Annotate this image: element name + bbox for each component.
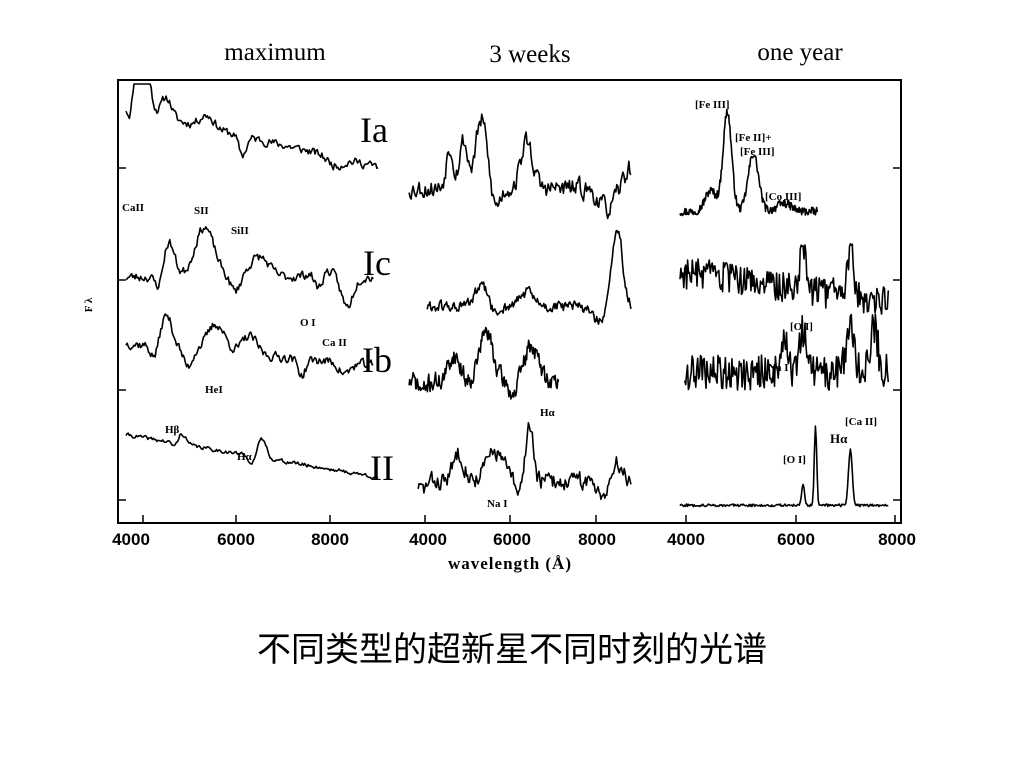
spectrum-ib-3-weeks <box>408 326 560 400</box>
xtick-label-6: 4000 <box>667 530 705 549</box>
xtick-label-0: 4000 <box>112 530 150 549</box>
label-co-iii-1y: [Co III] <box>765 191 801 203</box>
label-na-i-3w: Na I <box>487 498 507 510</box>
xtick-label-2: 8000 <box>311 530 349 549</box>
x-ticks: 4000 6000 8000 4000 6000 8000 4000 6000 … <box>112 515 916 549</box>
line-labels: CaII SII SiII O I Ca II HeI Hβ Hα Hα Na … <box>122 99 877 510</box>
label-fe-ii-1y: [Fe II]+ <box>735 132 772 144</box>
label-s-ii-max: SII <box>194 205 209 217</box>
label-h-alpha-max: Hα <box>237 451 253 463</box>
label-h-alpha-1y: Hα <box>830 431 848 446</box>
spectrum-ic-one-year <box>679 243 890 315</box>
spectrum-ic-3-weeks <box>426 229 632 325</box>
xtick-label-4: 6000 <box>493 530 531 549</box>
label-fe-iii-1y: [Fe III] <box>695 99 730 111</box>
xtick-label-5: 8000 <box>578 530 616 549</box>
label-ca-ii-ic-max: Ca II <box>322 337 347 349</box>
label-o-i-max: O I <box>300 317 316 329</box>
x-axis-title: wavelength (Å) <box>448 554 572 573</box>
y-axis-label: F λ <box>83 297 95 312</box>
label-si-ii-max: SiII <box>231 225 249 237</box>
spectra-group <box>125 83 890 508</box>
label-fe-iii-b-1y: [Fe III] <box>740 146 775 158</box>
type-label-ib: Ib <box>362 340 392 380</box>
panel-title-one-year: one year <box>757 39 843 66</box>
type-label-ia: Ia <box>360 110 388 150</box>
panel-title-3-weeks: 3 weeks <box>489 41 570 68</box>
xtick-label-3: 4000 <box>409 530 447 549</box>
xtick-label-8: 8000 <box>878 530 916 549</box>
spectrum-ii-3-weeks <box>417 422 632 501</box>
label-ca-ii-1y: [Ca II] <box>845 416 877 428</box>
label-na-i-1y: Na I <box>768 362 788 374</box>
spectrum-ic-maximum <box>126 226 374 309</box>
spectrum-ib-one-year <box>683 313 890 391</box>
spectrum-ii-one-year <box>679 425 889 508</box>
panel-title-maximum: maximum <box>224 39 326 66</box>
xtick-label-7: 6000 <box>777 530 815 549</box>
spectrum-ia-maximum <box>125 83 379 171</box>
label-o-i-ii-1y: [O I] <box>783 454 806 466</box>
figure-caption: 不同类型的超新星不同时刻的光谱 <box>257 630 767 670</box>
spectrum-ia-one-year <box>679 108 819 217</box>
spectrum-ib-maximum <box>125 313 374 379</box>
label-h-alpha-3w: Hα <box>540 407 556 419</box>
label-o-i-ic-1y: [O I] <box>790 321 813 333</box>
type-label-ii: II <box>370 448 394 488</box>
label-ca-ii-max: CaII <box>122 202 144 214</box>
label-h-beta-max: Hβ <box>165 424 180 436</box>
xtick-label-1: 6000 <box>217 530 255 549</box>
spectrum-ia-3-weeks <box>408 113 632 220</box>
spectrum-ii-maximum <box>125 432 379 480</box>
label-he-i-max: HeI <box>205 384 223 396</box>
